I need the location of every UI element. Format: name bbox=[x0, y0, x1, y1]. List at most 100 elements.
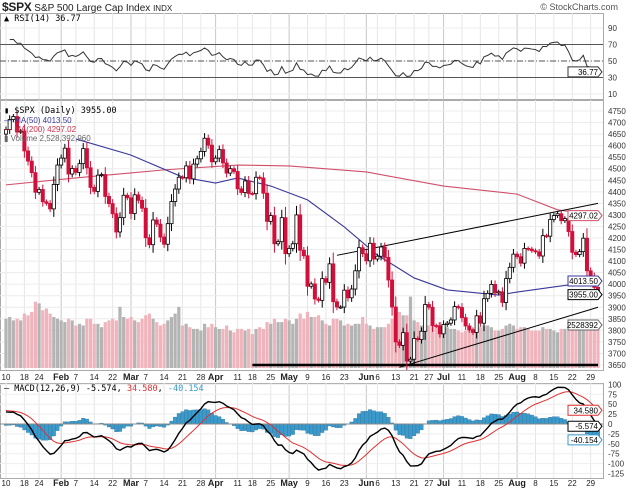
value-tag-text: 34.580 bbox=[574, 406, 599, 415]
candle-body bbox=[22, 130, 27, 152]
x-tick-label: Mar bbox=[123, 372, 140, 382]
volume-bar bbox=[585, 327, 589, 368]
candle-body bbox=[70, 168, 75, 175]
candle-body bbox=[81, 148, 86, 165]
x-tick-label: 10 bbox=[2, 373, 11, 382]
volume-bar bbox=[541, 327, 545, 368]
volume-bar bbox=[213, 327, 218, 368]
volume-bar bbox=[63, 322, 67, 368]
signal-value: 34.580 bbox=[126, 384, 158, 394]
price-axis-label: 4550 bbox=[608, 153, 626, 162]
price-axis-label: 4000 bbox=[608, 280, 626, 289]
macd-histogram-bar bbox=[408, 423, 413, 439]
macd-histogram-bar bbox=[537, 418, 542, 425]
macd-histogram-bar bbox=[412, 423, 417, 436]
x-tick-label: 25 bbox=[266, 479, 275, 488]
macd-histogram-bar bbox=[287, 423, 292, 437]
x-tick-label: Aug bbox=[508, 478, 526, 488]
x-tick-label: 27 bbox=[424, 373, 433, 382]
volume-bar bbox=[107, 320, 111, 368]
macd-histogram-bar bbox=[368, 409, 372, 425]
x-tick-label: 28 bbox=[196, 373, 205, 382]
trendline bbox=[399, 306, 599, 368]
volume-bar bbox=[386, 323, 391, 368]
x-tick-label: 23 bbox=[340, 479, 349, 488]
candle-body bbox=[379, 246, 384, 257]
candle-body bbox=[44, 201, 49, 204]
candle-body bbox=[246, 180, 251, 194]
macd-axis-label: 25 bbox=[608, 410, 617, 419]
rsi-axis-label: 50 bbox=[608, 57, 617, 66]
candle-body bbox=[276, 241, 281, 245]
volume-bar bbox=[350, 325, 354, 368]
macd-histogram-bar bbox=[529, 414, 534, 425]
macd-histogram-bar bbox=[551, 416, 556, 425]
volume-bar bbox=[368, 325, 372, 368]
candle-body bbox=[364, 253, 369, 262]
macd-histogram-bar bbox=[110, 423, 115, 430]
x-tick-label: 22 bbox=[108, 479, 117, 488]
macd-histogram-bar bbox=[540, 417, 545, 425]
x-tick-label: 18 bbox=[476, 373, 485, 382]
price-axis-label: 4250 bbox=[608, 222, 626, 231]
price-axis-label: 4050 bbox=[608, 269, 626, 278]
candle-body bbox=[95, 174, 100, 192]
volume-bar bbox=[147, 313, 152, 368]
x-tick-label: 14 bbox=[90, 373, 99, 382]
ma50-label: MA(50) 4013.50 bbox=[14, 116, 72, 125]
volume-bar bbox=[15, 318, 19, 368]
candle-body bbox=[485, 293, 490, 300]
volume-bar bbox=[129, 317, 133, 368]
macd-histogram-bar bbox=[448, 418, 453, 425]
volume-bar bbox=[173, 313, 177, 368]
candle-body bbox=[110, 203, 115, 215]
rsi-value-tag: 36.77 bbox=[567, 66, 603, 78]
macd-histogram-bar bbox=[250, 423, 255, 433]
volume-value-tag: 2528392 bbox=[567, 319, 603, 331]
macd-value-tag: -5.574 bbox=[567, 420, 603, 432]
volume-bar bbox=[221, 328, 225, 368]
ma200-value-tag: 4297.02 bbox=[567, 210, 603, 222]
volume-bar bbox=[265, 322, 269, 368]
candle-body bbox=[195, 158, 200, 165]
candle-body bbox=[316, 298, 321, 301]
candle-body bbox=[59, 157, 64, 166]
x-tick-label: Feb bbox=[53, 478, 70, 488]
macd-histogram-bar bbox=[364, 411, 369, 425]
volume-bar bbox=[162, 323, 166, 368]
candle-body bbox=[187, 165, 192, 180]
volume-bar bbox=[390, 318, 394, 368]
volume-bar bbox=[537, 330, 541, 368]
volume-bar bbox=[70, 320, 74, 368]
volume-bar bbox=[460, 332, 464, 368]
x-tick-label: 23 bbox=[340, 373, 349, 382]
candle-body bbox=[220, 149, 225, 164]
value-tag-text: 3955.00 bbox=[569, 291, 598, 300]
candle-body bbox=[371, 242, 376, 260]
macd-histogram-bar bbox=[548, 417, 553, 425]
macd-histogram-bar bbox=[173, 416, 178, 425]
volume-label: Volume 2,528,392,960 bbox=[10, 134, 91, 143]
x-tick-label: 7 bbox=[144, 479, 149, 488]
candle-body bbox=[459, 307, 464, 319]
candle-body bbox=[154, 219, 159, 225]
volume-bar bbox=[37, 303, 41, 368]
volume-bar bbox=[272, 318, 277, 368]
macd-histogram-bar bbox=[452, 416, 457, 425]
candle-body bbox=[11, 116, 16, 120]
candle-body bbox=[184, 165, 189, 179]
candle-body bbox=[173, 188, 178, 202]
volume-bar bbox=[217, 328, 221, 368]
candle-body bbox=[129, 197, 134, 214]
volume-bar bbox=[177, 306, 181, 368]
volume-bar bbox=[526, 328, 530, 368]
volume-bar bbox=[342, 325, 346, 368]
x-tick-label: Jul bbox=[437, 478, 450, 488]
candle-body bbox=[265, 192, 270, 222]
candle-body bbox=[151, 219, 156, 246]
volume-bar bbox=[383, 327, 387, 368]
volume-bar bbox=[52, 317, 56, 368]
x-tick-label: 22 bbox=[568, 373, 577, 382]
volume-bar bbox=[243, 330, 247, 368]
